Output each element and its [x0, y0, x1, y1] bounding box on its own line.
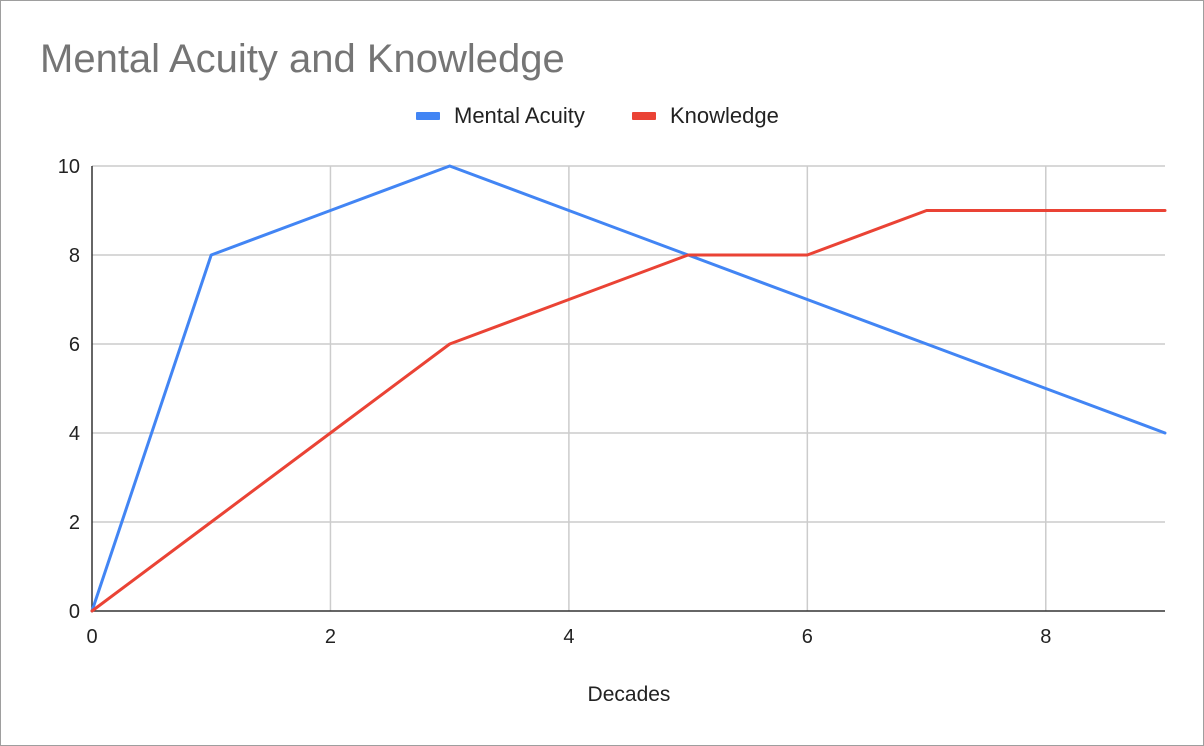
axes [91, 166, 1165, 612]
legend-label-mental-acuity: Mental Acuity [454, 103, 585, 128]
x-tick-label: 6 [802, 626, 813, 648]
legend-item-mental-acuity[interactable]: Mental Acuity [416, 101, 585, 131]
y-tick-label: 10 [58, 156, 80, 178]
x-tick-label: 8 [1040, 626, 1051, 648]
tick-labels: 0 2 4 6 8 10 0 2 4 6 8 [58, 156, 1052, 648]
x-tick-label: 0 [86, 626, 97, 648]
chart-title: Mental Acuity and Knowledge [40, 37, 565, 81]
x-axis-title: Decades [588, 683, 671, 706]
y-tick-label: 0 [69, 601, 80, 623]
legend-swatch-knowledge [632, 112, 656, 120]
y-tick-label: 2 [69, 512, 80, 534]
x-tick-label: 2 [325, 626, 336, 648]
series-line-mental-acuity[interactable] [90, 164, 1167, 613]
y-tick-label: 6 [69, 334, 80, 356]
series-line-knowledge[interactable] [90, 209, 1167, 613]
y-tick-label: 4 [69, 423, 80, 445]
x-tick-label: 4 [563, 626, 574, 648]
grid [92, 165, 1165, 611]
legend-swatch-mental-acuity [416, 112, 440, 120]
series-group [90, 164, 1167, 613]
y-tick-label: 8 [69, 245, 80, 267]
legend: Mental Acuity Knowledge [1, 101, 1203, 131]
legend-label-knowledge: Knowledge [670, 103, 779, 128]
legend-item-knowledge[interactable]: Knowledge [632, 101, 779, 131]
